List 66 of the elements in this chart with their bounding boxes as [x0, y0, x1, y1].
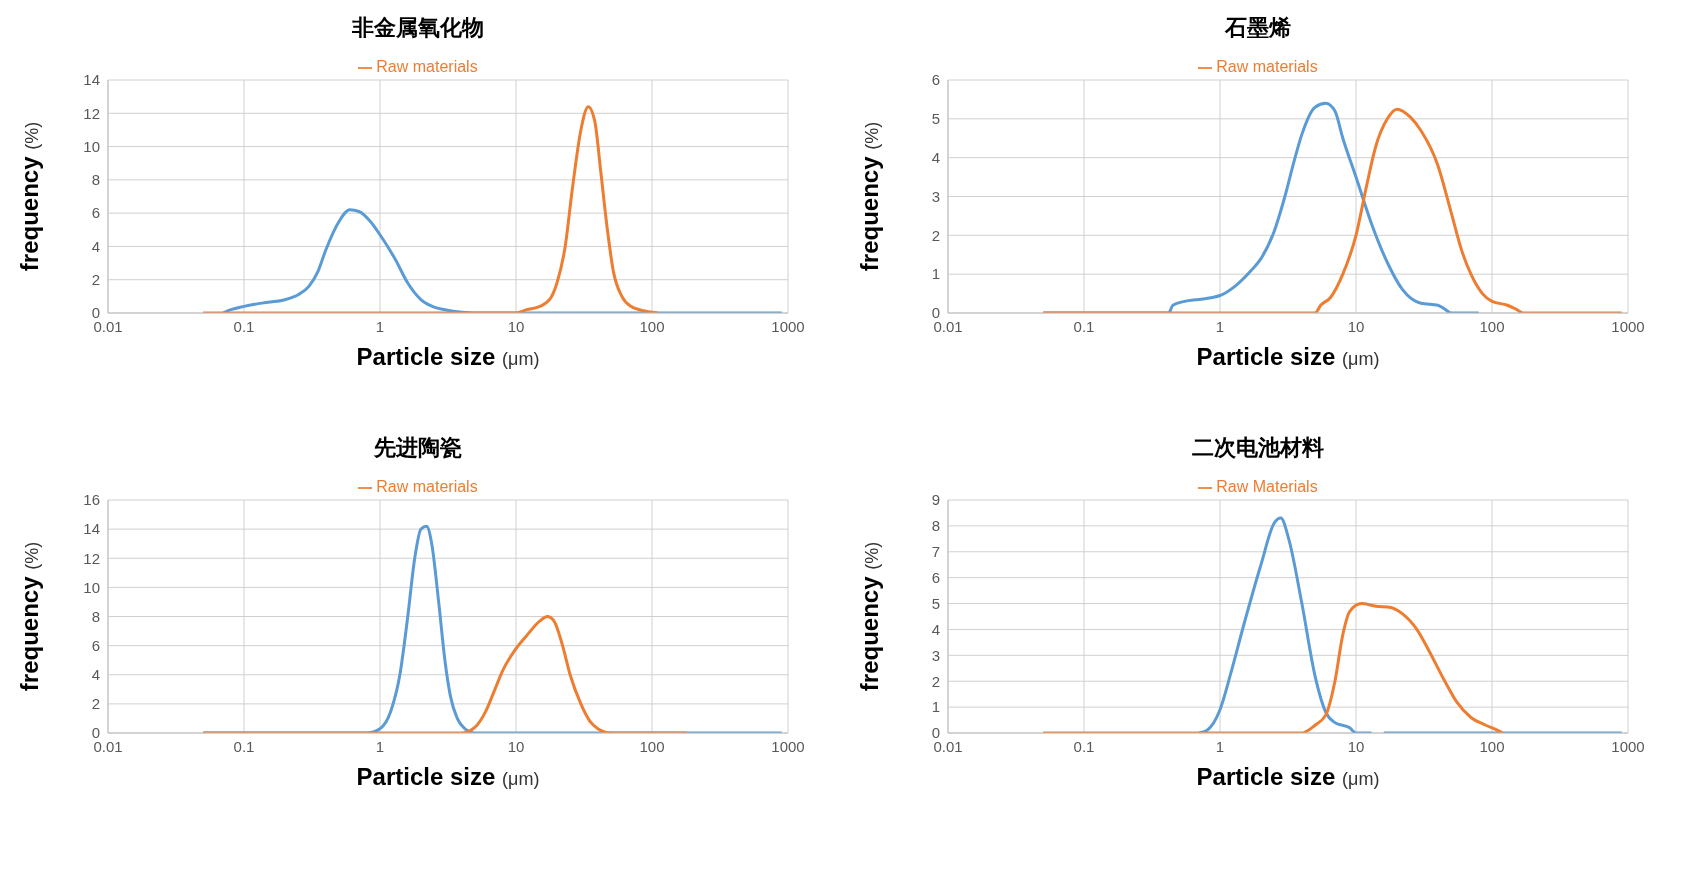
y-axis-title: frequency (%): [16, 541, 43, 692]
x-axis-title: Particle size (μm): [1196, 763, 1380, 790]
x-tick-label: 0.1: [233, 737, 255, 755]
y-tick-label: 4: [91, 237, 100, 255]
y-tick-label: 6: [931, 71, 940, 89]
x-axis-title: Particle size (μm): [1196, 343, 1380, 370]
y-tick-label: 4: [91, 666, 100, 684]
y-tick-label: 6: [91, 636, 100, 654]
y-tick-label: 2: [91, 271, 100, 289]
x-tick-label: 1000: [771, 317, 805, 335]
y-tick-label: 9: [931, 491, 940, 509]
y-tick-label: 10: [83, 137, 100, 155]
chart-title: 非金属氧化物: [351, 14, 485, 42]
y-tick-label: 6: [931, 568, 940, 586]
x-tick-label: 1: [375, 317, 385, 335]
x-axis-title: Particle size (μm): [356, 343, 540, 370]
y-tick-label: 3: [931, 187, 940, 205]
y-tick-label: 5: [931, 594, 940, 612]
x-tick-label: 1000: [1611, 737, 1645, 755]
x-tick-label: 1000: [771, 737, 805, 755]
legend-label: Raw materials: [376, 478, 478, 495]
y-tick-label: 2: [931, 672, 940, 690]
x-tick-label: 1: [1215, 317, 1225, 335]
y-tick-label: 2: [931, 226, 940, 244]
x-tick-label: 1: [1215, 737, 1225, 755]
x-tick-label: 1000: [1611, 317, 1645, 335]
y-axis-title: frequency (%): [16, 121, 43, 272]
x-tick-label: 10: [1347, 737, 1365, 755]
x-tick-label: 0.1: [233, 317, 255, 335]
y-tick-label: 2: [91, 695, 100, 713]
y-axis-title: frequency (%): [856, 541, 883, 692]
chart-title: 石墨烯: [1224, 14, 1292, 42]
legend-label: Raw Materials: [1216, 478, 1318, 495]
y-tick-label: 14: [83, 71, 100, 89]
y-tick-label: 14: [83, 520, 100, 538]
x-tick-label: 100: [639, 317, 665, 335]
chart-title: 二次电池材料: [1191, 434, 1325, 462]
y-tick-label: 12: [83, 549, 100, 567]
y-tick-label: 8: [931, 517, 940, 535]
y-tick-label: 5: [931, 110, 940, 128]
y-tick-label: 1: [931, 698, 940, 716]
y-axis-title: frequency (%): [856, 121, 883, 272]
x-tick-label: 100: [1479, 317, 1505, 335]
x-tick-label: 1: [375, 737, 385, 755]
x-axis-title: Particle size (μm): [356, 763, 540, 790]
y-tick-label: 3: [931, 646, 940, 664]
legend-label: Raw materials: [376, 58, 478, 75]
x-tick-label: 10: [507, 737, 525, 755]
legend-label: Raw materials: [1216, 58, 1318, 75]
y-tick-label: 4: [931, 148, 940, 166]
x-tick-label: 0.1: [1073, 317, 1095, 335]
y-tick-label: 12: [83, 104, 100, 122]
x-tick-label: 100: [639, 737, 665, 755]
y-tick-label: 4: [931, 620, 940, 638]
x-tick-label: 100: [1479, 737, 1505, 755]
x-tick-label: 10: [1347, 317, 1365, 335]
chart-title: 先进陶瓷: [373, 434, 463, 462]
y-tick-label: 1: [931, 265, 940, 283]
x-tick-label: 10: [507, 317, 525, 335]
y-tick-label: 8: [91, 171, 100, 189]
x-tick-label: 0.1: [1073, 737, 1095, 755]
y-tick-label: 6: [91, 204, 100, 222]
y-tick-label: 8: [91, 607, 100, 625]
y-tick-label: 10: [83, 578, 100, 596]
y-tick-label: 7: [931, 543, 940, 561]
y-tick-label: 16: [83, 491, 100, 509]
